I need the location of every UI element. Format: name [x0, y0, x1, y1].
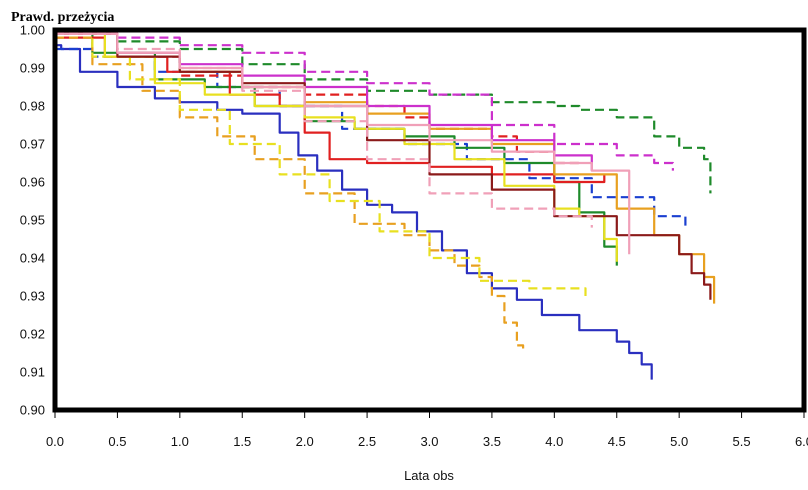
- series-line-3: [55, 34, 617, 266]
- x-tick-label: 5.0: [670, 434, 688, 449]
- series-line-12: [55, 30, 673, 171]
- x-tick-label: 1.0: [171, 434, 189, 449]
- x-tick-label: 6.0: [795, 434, 808, 449]
- y-tick-label: 0.91: [20, 365, 45, 380]
- y-axis-ticks: 0.90 0.91 0.92 0.93 0.94 0.95 0.96 0.97 0.98 0.99…: [20, 23, 45, 418]
- series-line-8: [55, 38, 523, 353]
- y-tick-label: 0.98: [20, 99, 45, 114]
- y-tick-label: 0.94: [20, 251, 45, 266]
- plot-frame: [55, 30, 804, 410]
- y-tick-label: 0.97: [20, 137, 45, 152]
- series-line-10: [55, 34, 586, 296]
- x-tick-label: 2.5: [358, 434, 376, 449]
- series-line-5: [55, 38, 604, 182]
- series-line-9: [55, 34, 617, 262]
- y-tick-label: 0.96: [20, 175, 45, 190]
- y-tick-label: 0.99: [20, 61, 45, 76]
- x-tick-label: 4.0: [545, 434, 563, 449]
- x-tick-label: 4.5: [608, 434, 626, 449]
- y-tick-label: 1.00: [20, 23, 45, 38]
- series-line-1: [55, 45, 652, 379]
- x-tick-label: 2.0: [296, 434, 314, 449]
- x-axis-title: Lata obs: [404, 468, 454, 483]
- x-tick-label: 1.5: [233, 434, 251, 449]
- x-tick-label: 5.5: [733, 434, 751, 449]
- series-line-15: [55, 34, 592, 228]
- series-line-13: [55, 34, 710, 300]
- x-tick-label: 3.5: [483, 434, 501, 449]
- x-tick-label: 0.0: [46, 434, 64, 449]
- plot-series: [55, 30, 714, 380]
- y-tick-label: 0.95: [20, 213, 45, 228]
- x-tick-label: 0.5: [108, 434, 126, 449]
- y-tick-label: 0.90: [20, 403, 45, 418]
- x-axis-ticks: 0.0 0.5 1.0 1.5 2.0 2.5 3.0 3.5 4.0 4.5 5.0 5.5 6.0: [46, 412, 808, 449]
- y-tick-label: 0.93: [20, 289, 45, 304]
- x-tick-label: 3.0: [420, 434, 438, 449]
- y-tick-label: 0.92: [20, 327, 45, 342]
